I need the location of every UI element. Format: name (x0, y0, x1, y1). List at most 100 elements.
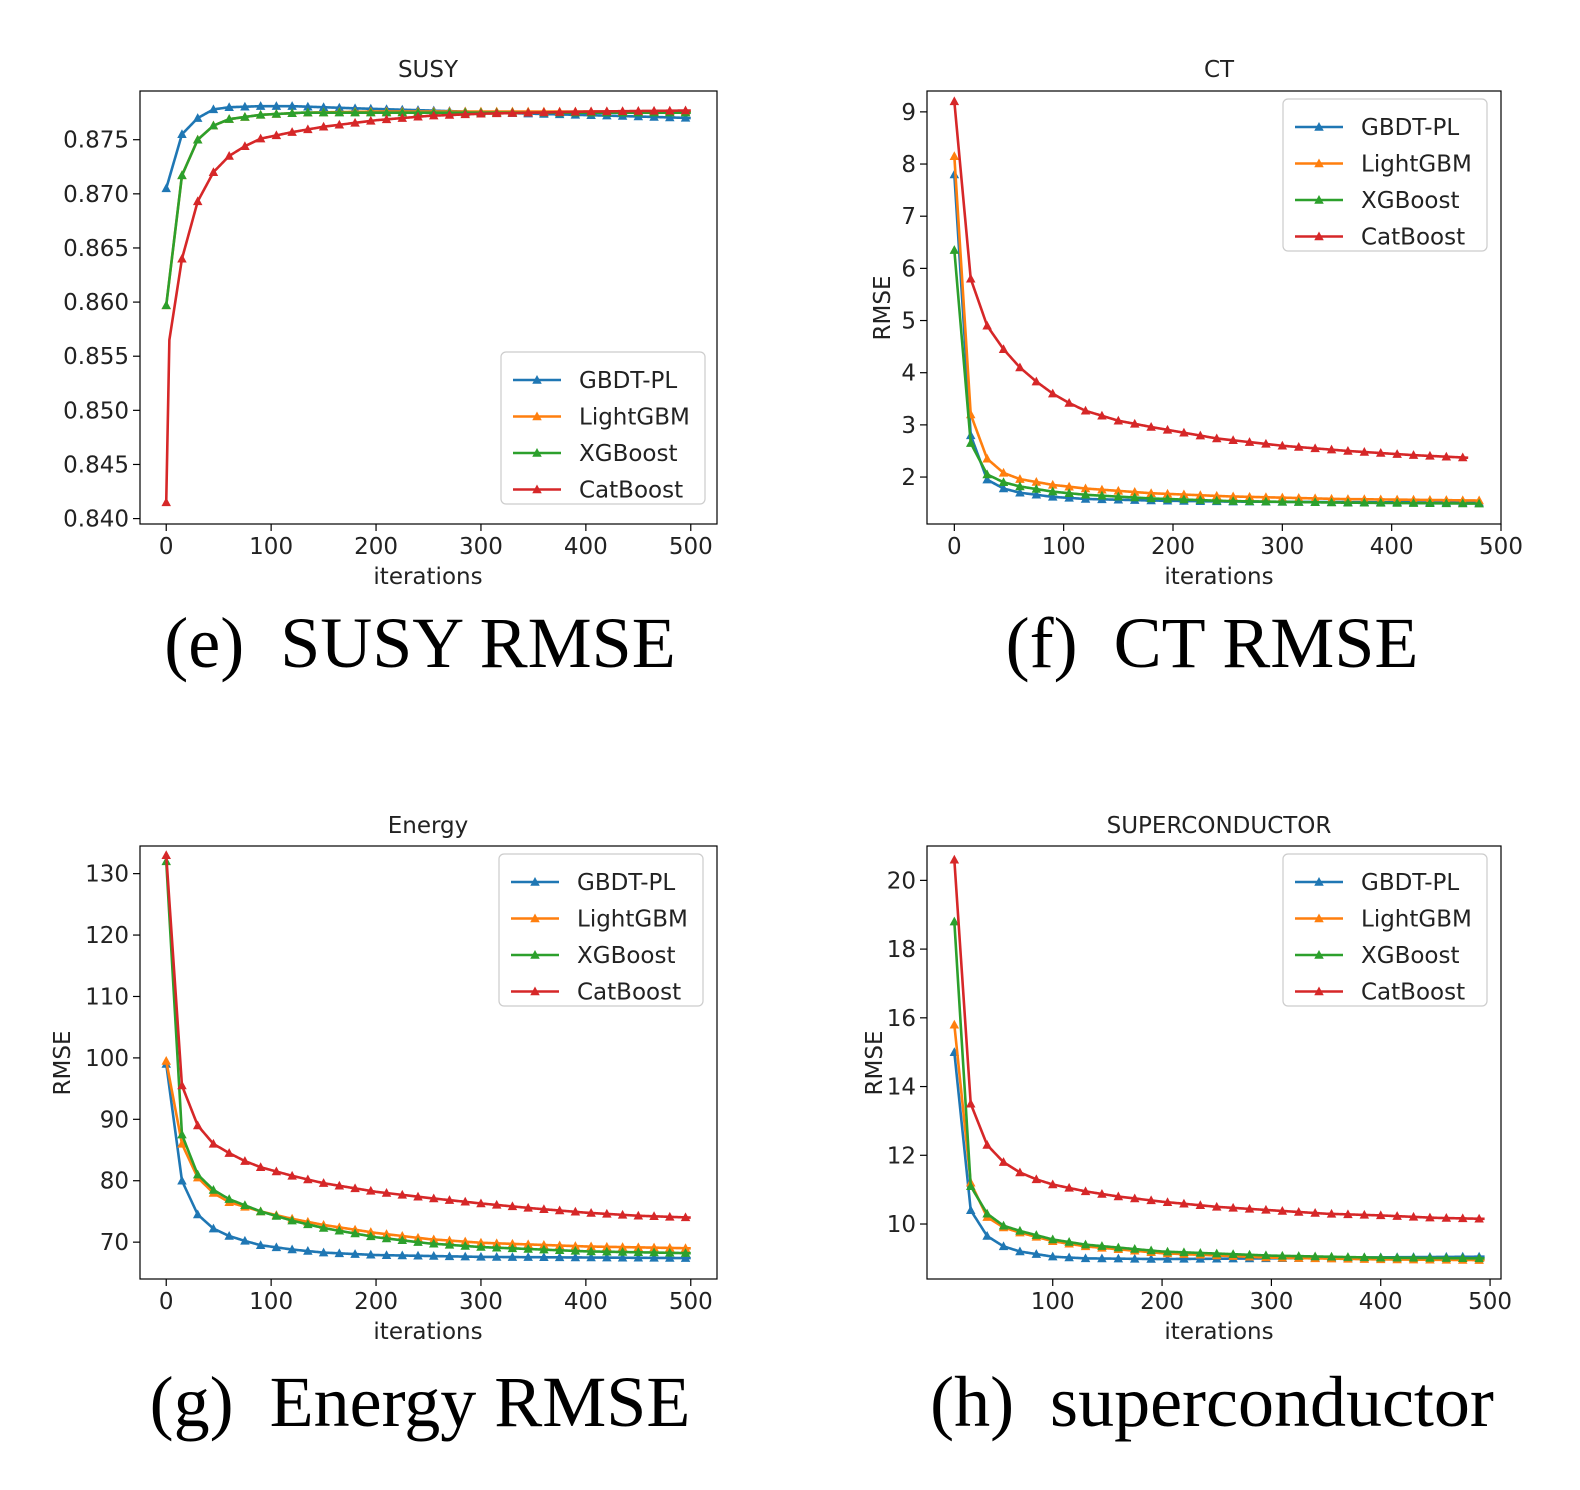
marker-superconductor-catboost (998, 1157, 1009, 1166)
marker-energy-catboost (334, 1180, 345, 1190)
x-tick-label: 100 (249, 534, 293, 560)
marker-susy-catboost (649, 105, 659, 115)
marker-susy-catboost (255, 133, 266, 143)
legend-label: XGBoost (1361, 943, 1460, 969)
series-energy-xgboost (161, 856, 692, 1257)
marker-ct-lightgbm (1031, 477, 1042, 486)
marker-ct-catboost (1457, 452, 1468, 462)
marker-superconductor-catboost (1474, 1213, 1484, 1223)
x-tick-label: 300 (459, 1289, 503, 1315)
marker-energy-catboost (633, 1210, 644, 1220)
marker-susy-gbdt-pl (680, 112, 691, 122)
marker-ct-xgboost (1031, 484, 1042, 493)
marker-energy-gbdt-pl (397, 1250, 408, 1260)
marker-energy-catboost (476, 1198, 486, 1208)
marker-ct-lightgbm (1146, 488, 1156, 497)
marker-energy-gbdt-pl (428, 1251, 439, 1260)
marker-ct-catboost (1425, 450, 1435, 460)
marker-ct-xgboost (1097, 490, 1107, 500)
marker-susy-catboost (397, 113, 408, 122)
y-tick-label: 4 (901, 361, 916, 387)
marker-susy-catboost (271, 130, 282, 140)
marker-superconductor-catboost (1064, 1182, 1074, 1192)
marker-superconductor-xgboost (1146, 1245, 1156, 1255)
marker-energy-catboost (617, 1209, 628, 1219)
marker-energy-catboost (271, 1166, 282, 1176)
marker-energy-gbdt-pl (476, 1251, 486, 1261)
series-superconductor-catboost (949, 854, 1485, 1223)
marker-susy-gbdt-pl (161, 183, 171, 193)
marker-energy-gbdt-pl (602, 1252, 612, 1262)
marker-energy-gbdt-pl (271, 1242, 282, 1252)
marker-susy-gbdt-pl (208, 104, 219, 114)
caption-energy: (g) Energy RMSE (150, 1362, 691, 1442)
legend-label: LightGBM (579, 405, 690, 431)
marker-energy-catboost (177, 1080, 187, 1090)
marker-energy-catboost (586, 1207, 596, 1217)
marker-superconductor-catboost (1293, 1206, 1304, 1216)
marker-superconductor-catboost (1228, 1202, 1238, 1212)
marker-ct-xgboost (1080, 489, 1091, 499)
marker-energy-lightgbm (539, 1239, 549, 1249)
marker-superconductor-xgboost (1261, 1250, 1271, 1260)
marker-energy-xgboost (602, 1246, 612, 1256)
marker-energy-xgboost (224, 1194, 234, 1203)
marker-superconductor-xgboost (1359, 1252, 1370, 1262)
marker-energy-xgboost (460, 1240, 470, 1250)
marker-energy-xgboost (192, 1169, 203, 1179)
marker-energy-catboost (539, 1204, 549, 1213)
legend-marker (1314, 122, 1324, 131)
marker-energy-catboost (444, 1195, 455, 1204)
marker-energy-xgboost (680, 1248, 691, 1257)
marker-superconductor-catboost (1015, 1167, 1025, 1177)
y-tick-label: 0.860 (63, 290, 129, 316)
marker-energy-gbdt-pl (318, 1247, 329, 1257)
marker-superconductor-xgboost (1244, 1249, 1255, 1259)
y-tick-label: 110 (85, 984, 129, 1010)
marker-energy-lightgbm (523, 1239, 533, 1249)
marker-ct-xgboost (1310, 497, 1320, 507)
marker-susy-gbdt-pl (287, 101, 297, 110)
marker-superconductor-xgboost (1408, 1252, 1419, 1262)
series-susy-lightgbm (161, 106, 692, 310)
legend-label: XGBoost (577, 943, 676, 969)
legend-marker (1314, 950, 1324, 959)
marker-susy-xgboost (397, 107, 408, 117)
marker-susy-xgboost (271, 109, 282, 118)
marker-superconductor-catboost (982, 1139, 992, 1149)
y-tick-label: 0.850 (63, 398, 129, 424)
marker-energy-gbdt-pl (680, 1253, 691, 1262)
marker-superconductor-xgboost (1179, 1247, 1189, 1257)
legend-label: CatBoost (1361, 980, 1465, 1006)
legend-label: CatBoost (577, 980, 681, 1006)
marker-ct-gbdt-pl (982, 474, 992, 484)
y-tick-label: 5 (901, 309, 916, 335)
marker-energy-xgboost (366, 1231, 376, 1241)
marker-superconductor-xgboost (1457, 1253, 1468, 1262)
marker-superconductor-catboost (949, 854, 960, 864)
y-tick-label: 70 (100, 1230, 129, 1256)
x-tick-label: 400 (564, 534, 608, 560)
marker-superconductor-gbdt-pl (1015, 1246, 1025, 1256)
x-axis-label-ct: iterations (1164, 564, 1273, 590)
marker-superconductor-gbdt-pl (1129, 1253, 1140, 1263)
marker-energy-gbdt-pl (539, 1252, 549, 1262)
marker-superconductor-gbdt-pl (1162, 1254, 1173, 1263)
marker-energy-xgboost (334, 1225, 345, 1235)
marker-ct-xgboost (1064, 488, 1074, 497)
marker-energy-gbdt-pl (350, 1249, 360, 1258)
marker-ct-catboost (1162, 424, 1173, 434)
marker-ct-catboost (1113, 415, 1124, 425)
marker-superconductor-xgboost (1474, 1253, 1484, 1263)
y-axis-label-ct: RMSE (870, 276, 896, 341)
legend-marker (1314, 913, 1324, 923)
marker-ct-lightgbm (1097, 484, 1107, 494)
marker-superconductor-xgboost (1162, 1246, 1173, 1256)
line-susy-lightgbm (164, 110, 692, 306)
marker-susy-catboost (586, 106, 596, 116)
marker-energy-xgboost (633, 1247, 644, 1257)
legend-label: GBDT-PL (1361, 115, 1459, 141)
marker-energy-catboost (554, 1205, 565, 1215)
x-tick-label: 200 (1140, 1289, 1184, 1315)
marker-ct-xgboost (1326, 497, 1337, 507)
